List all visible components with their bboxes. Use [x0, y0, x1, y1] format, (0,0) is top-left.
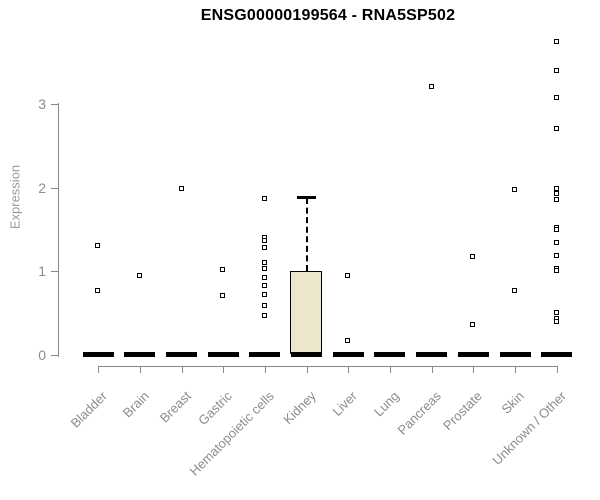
outlier-point — [553, 227, 559, 233]
y-tick-label: 1 — [38, 263, 46, 279]
x-axis-tick — [140, 366, 141, 373]
outlier-point — [553, 39, 559, 45]
outlier-point — [261, 238, 267, 244]
outlier-point — [136, 273, 142, 279]
outlier-point — [553, 126, 559, 132]
outlier-point — [553, 191, 559, 197]
outlier-point — [261, 282, 267, 288]
outlier-point — [220, 266, 226, 272]
x-axis-tick — [432, 366, 433, 373]
x-axis-tick — [348, 366, 349, 373]
median-bar — [541, 352, 573, 357]
outlier-point — [261, 291, 267, 297]
y-tick-label: 3 — [38, 96, 46, 112]
median-bar — [124, 352, 156, 357]
x-axis-tick — [223, 366, 224, 373]
x-axis-tick — [557, 366, 558, 373]
outlier-point — [553, 253, 559, 259]
outlier-point — [345, 273, 351, 279]
median-bar — [332, 352, 364, 357]
median-bar — [249, 352, 281, 357]
outlier-point — [220, 293, 226, 299]
x-axis-tick — [265, 366, 266, 373]
outlier-point — [95, 287, 101, 293]
outlier-point — [261, 312, 267, 318]
outlier-point — [470, 321, 476, 327]
outlier-point — [553, 319, 559, 325]
y-tick-label: 2 — [38, 180, 46, 196]
x-axis-tick — [473, 366, 474, 373]
x-axis-line — [98, 366, 557, 367]
y-axis-tick — [51, 271, 58, 272]
outlier-point — [261, 195, 267, 201]
boxplot-box — [290, 271, 323, 354]
outlier-point — [470, 254, 476, 260]
outlier-point — [261, 244, 267, 250]
x-axis-tick — [307, 366, 308, 373]
median-bar — [207, 352, 239, 357]
outlier-point — [553, 197, 559, 203]
x-axis-tick — [98, 366, 99, 373]
y-axis-line — [58, 103, 59, 357]
median-bar — [374, 352, 406, 357]
outlier-point — [95, 243, 101, 249]
median-bar — [82, 352, 114, 357]
outlier-point — [261, 265, 267, 271]
outlier-point — [512, 187, 517, 193]
outlier-point — [261, 260, 267, 266]
y-axis-tick — [51, 188, 58, 189]
median-bar — [416, 352, 448, 357]
boxplot-whisker — [305, 198, 308, 271]
median-bar — [166, 352, 198, 357]
outlier-point — [553, 239, 559, 245]
outlier-point — [178, 186, 184, 192]
outlier-point — [553, 185, 559, 191]
x-axis-tick — [515, 366, 516, 373]
median-bar — [457, 352, 489, 357]
y-axis-tick — [51, 104, 58, 105]
outlier-point — [345, 337, 351, 343]
whisker-cap — [297, 196, 317, 199]
median-bar — [291, 352, 323, 357]
outlier-point — [553, 268, 559, 274]
median-bar — [499, 352, 531, 357]
outlier-point — [553, 95, 559, 101]
outlier-point — [553, 310, 559, 316]
outlier-point — [428, 84, 434, 90]
outlier-point — [553, 67, 559, 73]
x-axis-tick — [182, 366, 183, 373]
x-axis-tick — [390, 366, 391, 373]
outlier-point — [261, 275, 267, 281]
y-tick-label: 0 — [38, 347, 46, 363]
outlier-point — [261, 302, 267, 308]
chart-title: ENSG00000199564 - RNA5SP502 — [200, 7, 456, 24]
outlier-point — [512, 288, 517, 294]
y-axis-tick — [51, 355, 58, 356]
